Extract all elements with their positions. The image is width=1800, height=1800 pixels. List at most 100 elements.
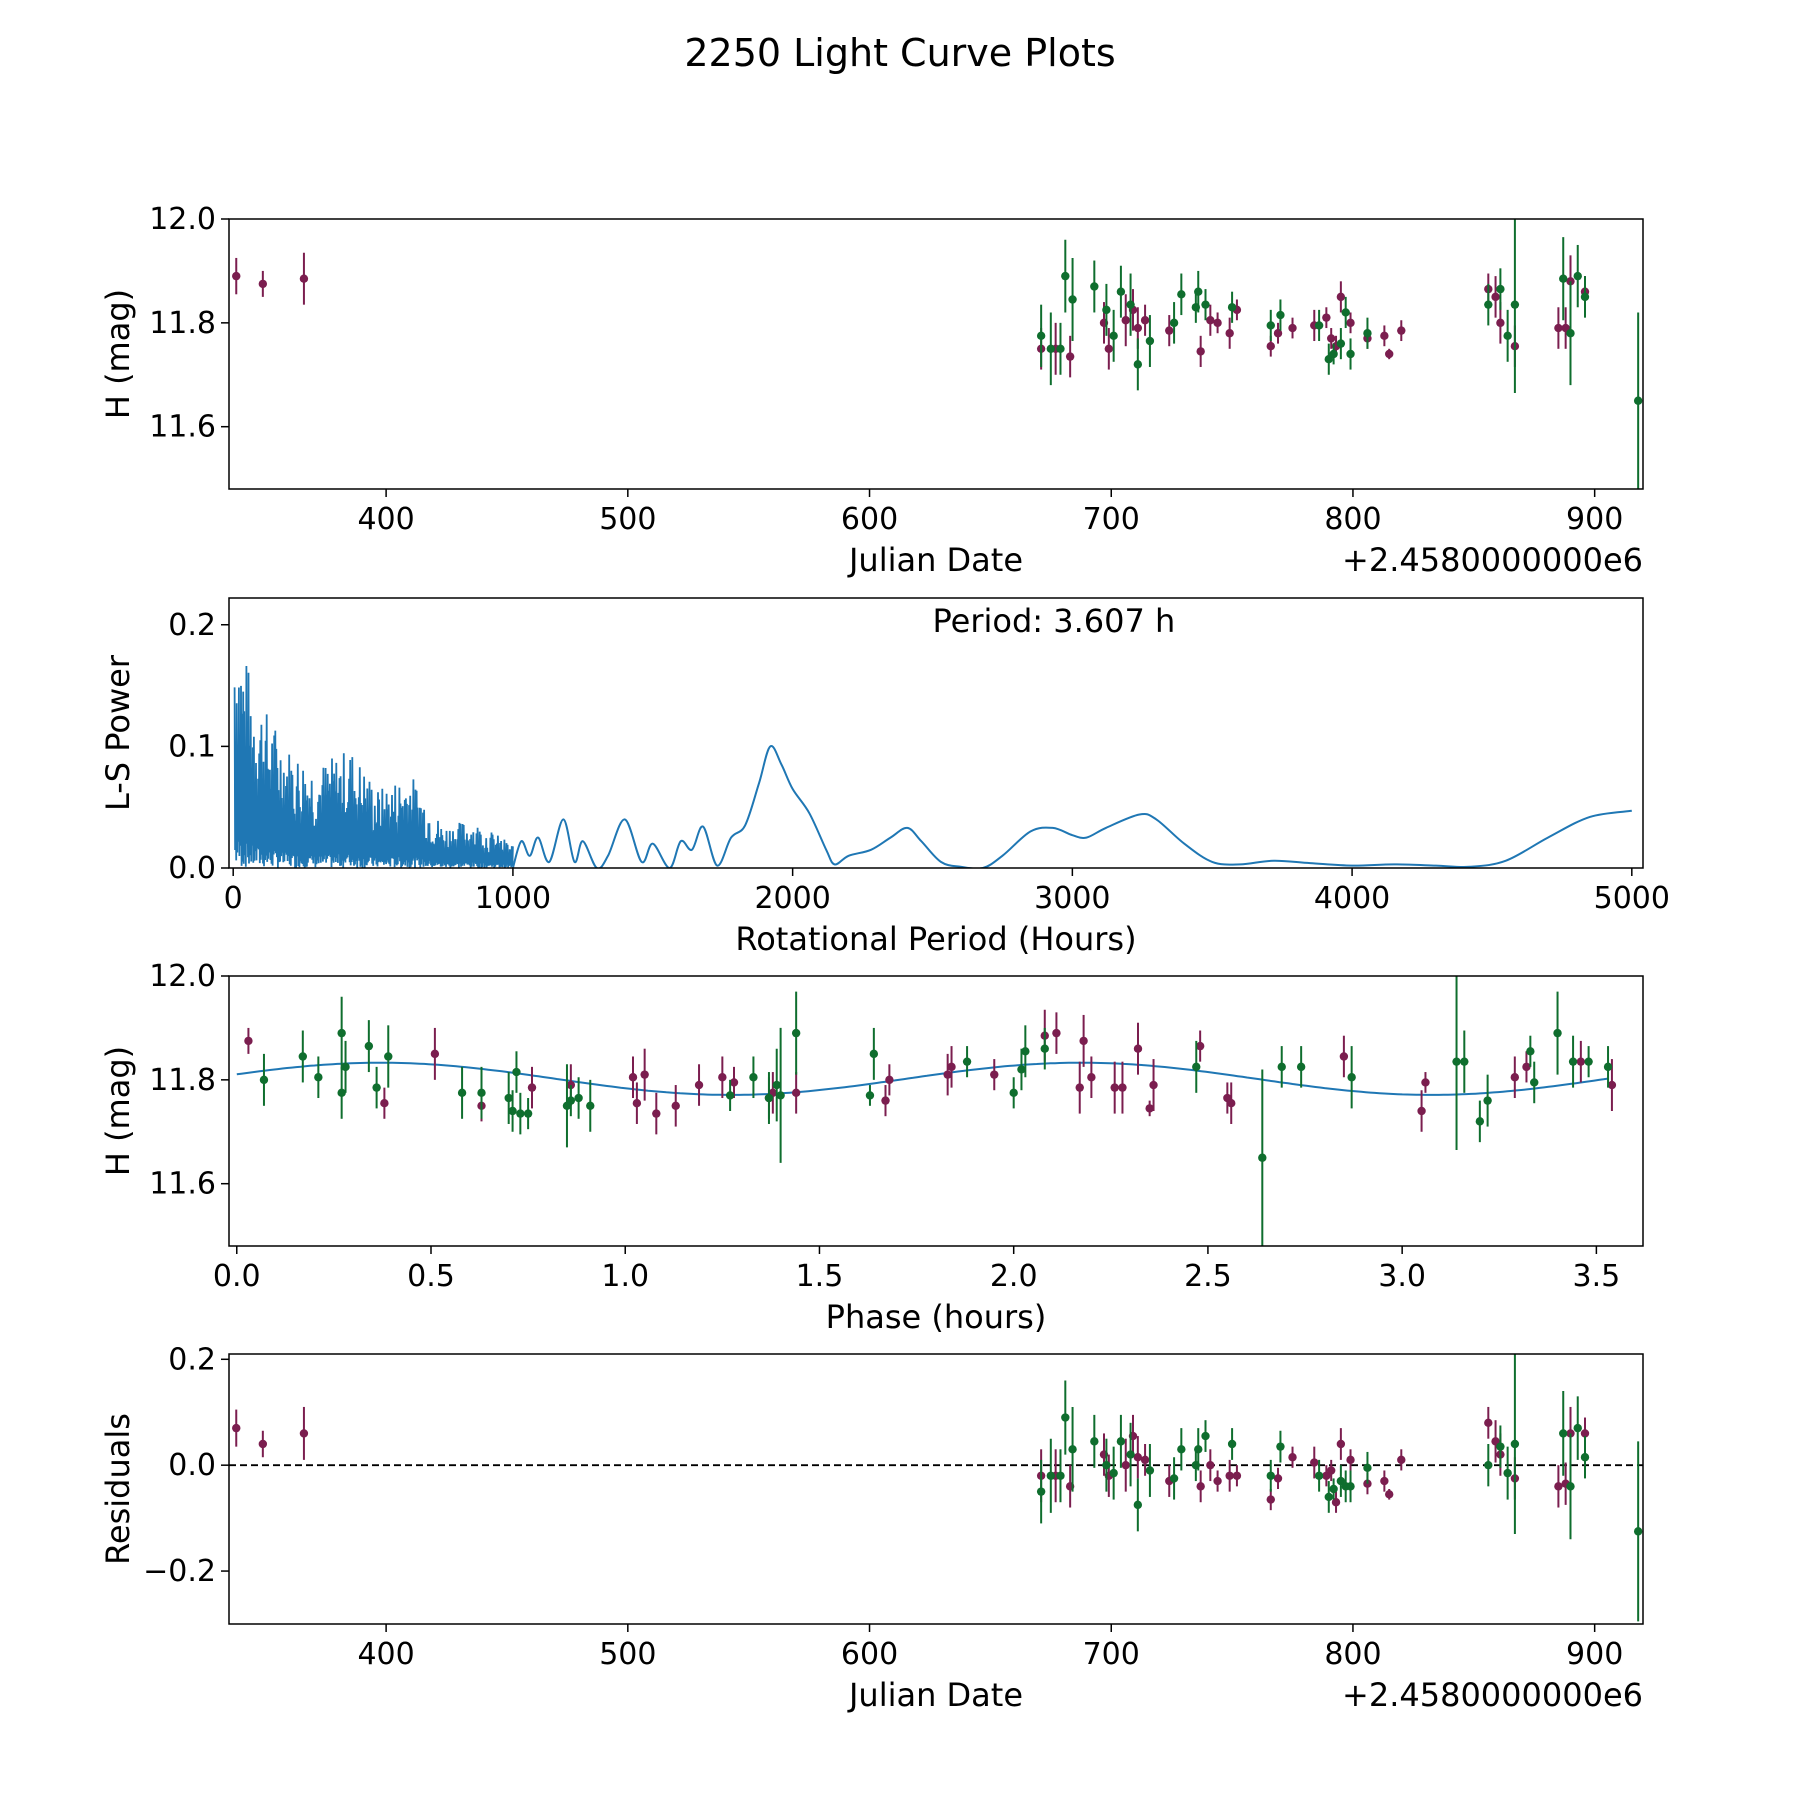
subplot-panels: 400 500 600 700 800 900 11.6 11.8 12.0 Julian Dat…	[99, 202, 1670, 1714]
x-axis-label: Phase (hours)	[826, 1298, 1047, 1336]
data-point	[1341, 308, 1350, 317]
data-point	[1145, 336, 1155, 346]
panel-jd_mag: 400 500 600 700 800 900 11.6 11.8 12.0 Julian Dat…	[99, 202, 1644, 579]
data-point	[1503, 331, 1512, 341]
data-point	[1576, 1057, 1586, 1066]
data-point	[1121, 1460, 1130, 1470]
data-point	[1397, 326, 1406, 335]
data-point	[314, 1073, 323, 1082]
data-point	[1149, 1080, 1158, 1090]
x-tick-label: 700	[1083, 502, 1140, 537]
data-point	[1475, 1117, 1485, 1126]
data-point	[1266, 321, 1275, 330]
data-point	[1559, 274, 1568, 283]
data-point	[1133, 1500, 1143, 1510]
data-point	[1227, 1099, 1236, 1108]
data-point	[1310, 1458, 1319, 1467]
data-point	[1559, 1429, 1568, 1438]
x-tick-label: 900	[1566, 502, 1623, 537]
model-fit-curve	[236, 1061, 1609, 1096]
data-point	[1061, 1413, 1070, 1422]
data-point	[1195, 1041, 1205, 1051]
data-point	[1165, 326, 1174, 335]
data-point	[337, 1088, 346, 1098]
data-point	[1225, 1471, 1234, 1480]
data-point	[1201, 300, 1210, 309]
data-point	[232, 271, 241, 281]
data-point	[1052, 1028, 1061, 1038]
data-point	[384, 1052, 393, 1061]
x-tick-label: 600	[841, 1637, 898, 1672]
x-tick-label: 3000	[1034, 881, 1110, 916]
data-point	[1580, 1429, 1590, 1438]
y-tick-label: 0.0	[168, 851, 216, 886]
data-point	[1326, 1466, 1336, 1475]
data-point	[1140, 1455, 1150, 1465]
data-point	[1109, 331, 1118, 341]
data-point	[477, 1088, 486, 1098]
x-tick-label: 500	[599, 1637, 656, 1672]
data-point	[1169, 1474, 1179, 1483]
data-point	[1061, 271, 1070, 281]
data-point	[1232, 1471, 1242, 1480]
data-point	[1510, 1073, 1520, 1082]
data-point	[341, 1062, 350, 1072]
data-point	[1225, 329, 1234, 338]
data-point	[791, 1088, 801, 1098]
data-point	[990, 1070, 999, 1079]
data-point	[1116, 1437, 1126, 1446]
data-point	[1276, 1442, 1285, 1451]
data-point	[244, 1036, 253, 1046]
data-point	[1133, 1453, 1143, 1462]
data-point	[1276, 310, 1285, 320]
data-point	[1491, 1437, 1500, 1446]
data-point	[1421, 1078, 1430, 1087]
data-point	[1573, 1423, 1582, 1433]
data-point	[1526, 1047, 1535, 1056]
y-tick-label: 11.6	[149, 410, 216, 445]
data-point	[865, 1091, 875, 1100]
data-point	[1314, 321, 1324, 330]
data-point	[299, 1429, 309, 1438]
x-axis-label: Julian Date	[847, 1676, 1023, 1714]
y-tick-label: −0.2	[143, 1554, 216, 1589]
data-point	[1266, 342, 1275, 351]
data-point	[749, 1073, 758, 1082]
data-point	[380, 1099, 389, 1108]
data-point	[1346, 349, 1355, 359]
data-point	[1336, 339, 1346, 348]
data-point	[1346, 1482, 1355, 1491]
data-point	[1102, 305, 1111, 315]
data-point	[1194, 287, 1203, 296]
data-point	[1196, 1482, 1205, 1491]
data-point	[1065, 352, 1075, 361]
data-point	[1329, 1484, 1338, 1494]
data-point	[1109, 1468, 1118, 1478]
data-point	[1460, 1057, 1469, 1066]
x-tick-label: 0	[224, 881, 243, 916]
y-axis-label: L-S Power	[99, 654, 137, 811]
data-point	[1145, 1104, 1154, 1113]
series-band-b	[1036, 1354, 1643, 1622]
data-point	[1177, 290, 1186, 299]
data-point	[772, 1080, 781, 1090]
data-point	[869, 1049, 879, 1059]
y-tick-label: 11.8	[149, 306, 216, 341]
data-point	[1227, 303, 1237, 312]
data-point	[1491, 292, 1500, 302]
data-point	[1192, 1062, 1201, 1072]
data-point	[791, 1028, 801, 1038]
data-point	[1145, 1466, 1155, 1475]
data-point	[1322, 1471, 1331, 1480]
plot-content	[232, 219, 1643, 489]
data-point	[430, 1049, 440, 1059]
x-tick-label: 1.5	[796, 1259, 844, 1294]
y-tick-label: 0.0	[168, 1448, 216, 1483]
data-point	[523, 1109, 533, 1118]
data-point	[652, 1109, 661, 1118]
period-annotation: Period: 3.607 h	[933, 602, 1176, 640]
data-point	[1068, 295, 1077, 304]
data-point	[1266, 1471, 1275, 1480]
x-tick-label: 900	[1566, 1637, 1623, 1672]
data-point	[1452, 1057, 1461, 1066]
